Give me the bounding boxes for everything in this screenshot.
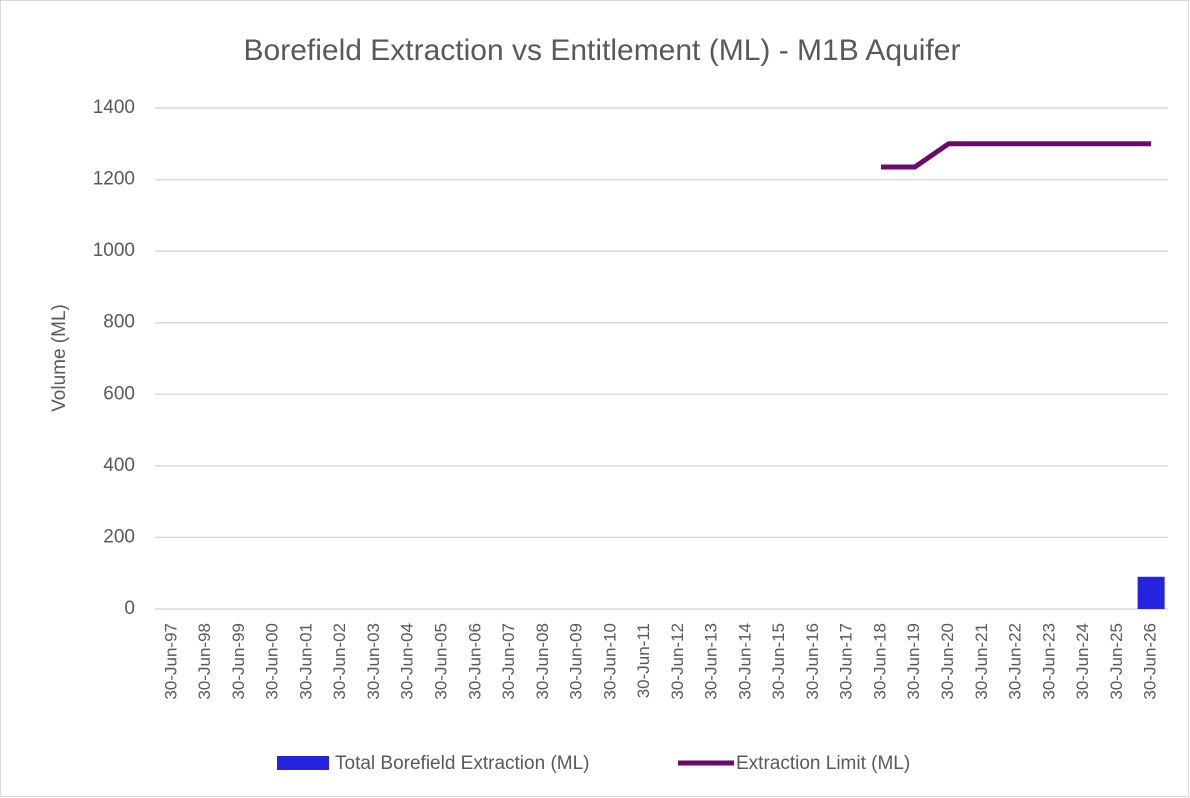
x-tick-label: 30-Jun-06 [465, 623, 484, 700]
y-tick-label: 1000 [93, 240, 135, 261]
line [880, 141, 1152, 170]
y-tick-label: 1400 [93, 97, 135, 118]
y-axis-label: Volume (ML) [49, 304, 70, 412]
x-tick-label: 30-Jun-19 [904, 623, 923, 700]
x-tick-label: 30-Jun-10 [600, 623, 619, 700]
x-tick-label: 30-Jun-11 [634, 623, 653, 698]
x-tick-label: 30-Jun-05 [432, 623, 451, 700]
x-tick-label: 30-Jun-24 [1073, 623, 1092, 700]
x-tick-label: 30-Jun-14 [735, 623, 754, 700]
x-tick-label: 30-Jun-97 [161, 623, 180, 700]
x-tick-label: 30-Jun-13 [702, 623, 721, 700]
x-tick-label: 30-Jun-07 [499, 623, 518, 700]
x-tick-label: 30-Jun-26 [1141, 623, 1160, 700]
x-tick-label: 30-Jun-01 [296, 623, 315, 700]
y-tick-label: 800 [103, 312, 135, 333]
y-tick-label: 200 [103, 526, 135, 547]
y-tick-label: 600 [103, 383, 135, 404]
x-tick-label: 30-Jun-23 [1039, 623, 1058, 700]
x-tick-label: 30-Jun-22 [1006, 623, 1025, 700]
x-tick-label: 30-Jun-02 [330, 623, 349, 700]
x-tick-label: 30-Jun-15 [769, 623, 788, 700]
x-tick-label: 30-Jun-20 [938, 623, 957, 700]
x-tick-label: 30-Jun-25 [1107, 623, 1126, 700]
y-tick-label: 400 [103, 455, 135, 476]
x-tick-label: 30-Jun-09 [567, 623, 586, 700]
legend-label: Extraction Limit (ML) [736, 753, 910, 774]
x-tick-label: 30-Jun-99 [229, 623, 248, 700]
x-tick-label: 30-Jun-21 [972, 623, 991, 700]
x-tick-label: 30-Jun-18 [870, 623, 889, 700]
chart-title: Borefield Extraction vs Entitlement (ML)… [244, 34, 961, 67]
bar [1137, 576, 1165, 609]
x-tick-label: 30-Jun-00 [263, 623, 282, 700]
y-tick-label: 0 [124, 598, 135, 619]
x-tick-label: 30-Jun-04 [398, 623, 417, 700]
x-tick-label: 30-Jun-08 [533, 623, 552, 700]
legend-label: Total Borefield Extraction (ML) [335, 753, 590, 774]
x-tick-label: 30-Jun-17 [837, 623, 856, 700]
x-tick-label: 30-Jun-16 [803, 623, 822, 700]
x-tick-label: 30-Jun-03 [364, 623, 383, 700]
legend-swatch [277, 756, 329, 770]
y-tick-label: 1200 [93, 169, 135, 190]
x-tick-label: 30-Jun-12 [668, 623, 687, 700]
x-tick-label: 30-Jun-98 [195, 623, 214, 700]
